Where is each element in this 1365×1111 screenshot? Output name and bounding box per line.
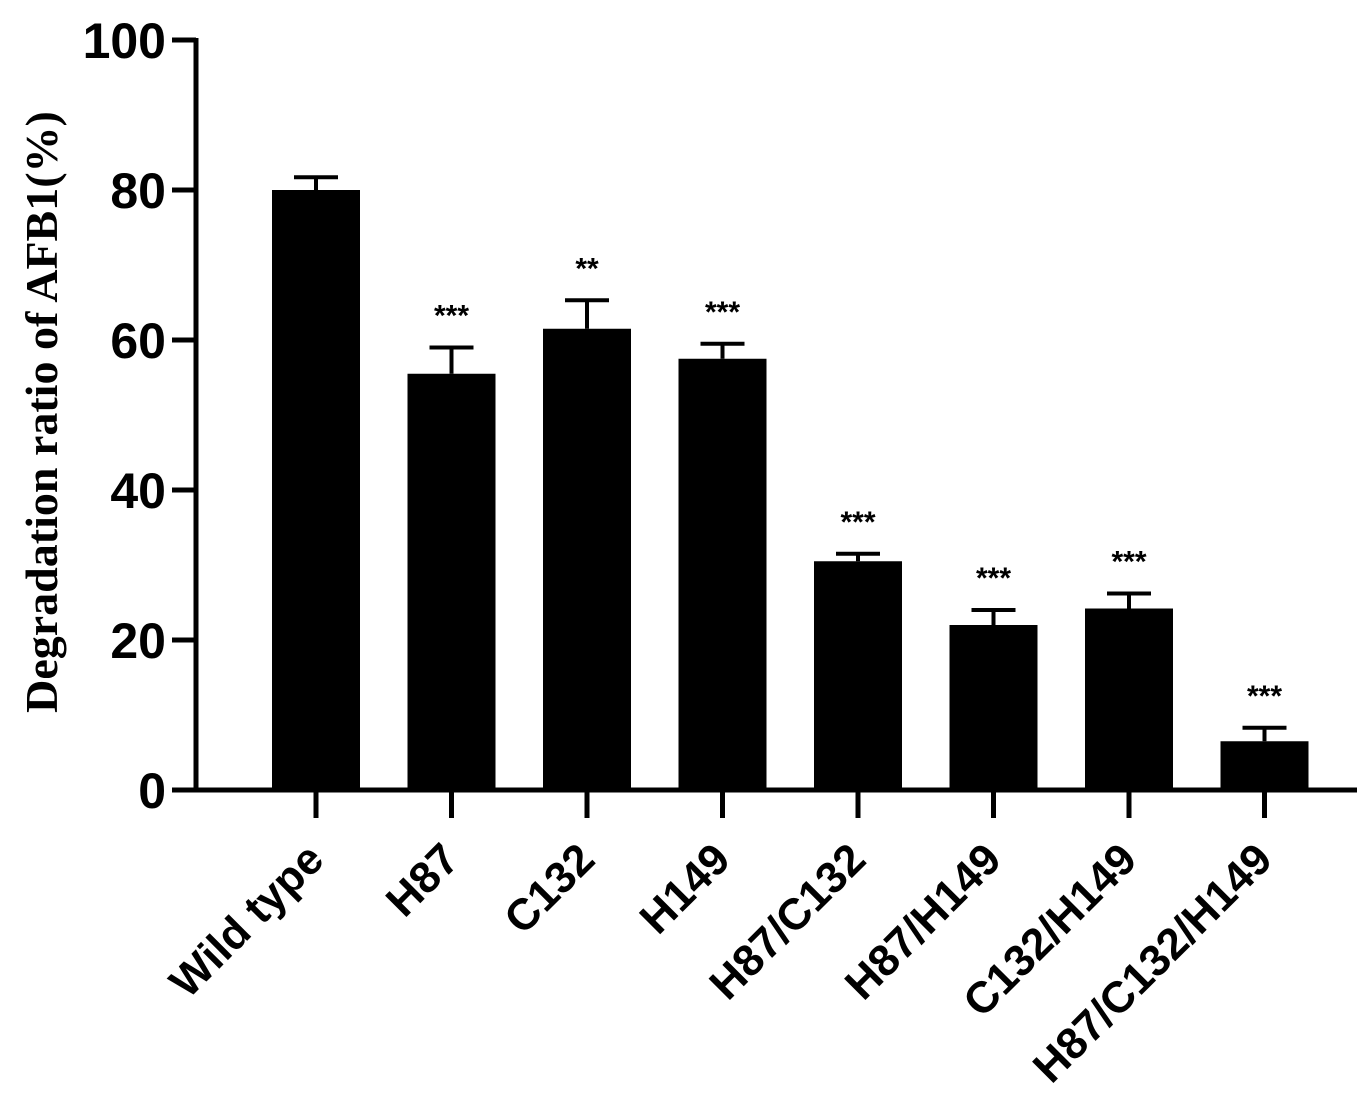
bar [1220, 741, 1309, 790]
y-axis-title-group: Degradation ratio of AFB1(%) [16, 111, 67, 713]
bars-group [272, 190, 1309, 790]
x-axis: Wild type H87 C132 H149H87/C132H87/H149C132… [160, 787, 1357, 1092]
significance-marker: *** [705, 296, 740, 329]
x-tick-label: Wild type [160, 834, 333, 1007]
y-axis: 0 20 40 60 80 100 [83, 13, 199, 819]
x-tick-label: H87 [377, 834, 469, 926]
error-bars-group [294, 175, 1287, 742]
significance-marker: *** [434, 300, 469, 333]
x-tick-label: H149 [631, 834, 740, 943]
y-axis-label: Degradation ratio of AFB1(%) [16, 111, 67, 713]
significance-marker: *** [976, 562, 1011, 595]
bar [543, 328, 631, 790]
x-tick-label: C132 [495, 834, 604, 943]
bar [407, 373, 496, 790]
significance-marker: ** [575, 252, 599, 285]
y-tick-label: 100 [83, 13, 166, 69]
y-tick-label: 40 [110, 463, 166, 519]
bar [814, 561, 902, 790]
bar [949, 625, 1038, 790]
y-tick-label: 80 [110, 163, 166, 219]
significance-marker: *** [840, 506, 875, 539]
y-tick-label: 0 [138, 763, 166, 819]
x-tick-label: H87/C132/H149 [1024, 834, 1282, 1092]
bar [272, 190, 360, 790]
bar [1085, 608, 1173, 790]
bar [678, 358, 767, 790]
significance-markers-group: ************** ****** [434, 252, 1282, 713]
significance-marker: *** [1247, 680, 1282, 713]
y-tick-label: 20 [110, 613, 166, 669]
y-tick-label: 60 [110, 313, 166, 369]
significance-marker: *** [1111, 546, 1146, 579]
